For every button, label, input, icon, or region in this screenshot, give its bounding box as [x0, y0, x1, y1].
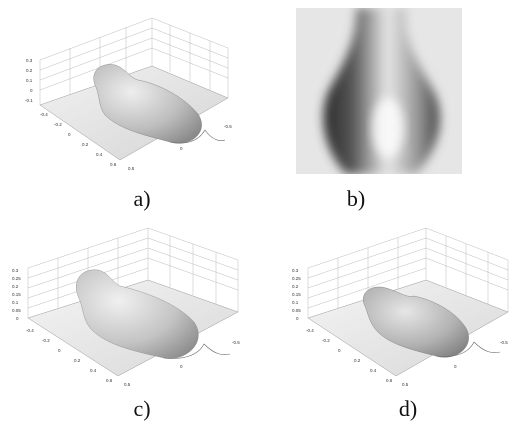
y-tick-d-6: 0.6 — [386, 378, 393, 383]
z-tick-d-4: 0.1 — [292, 300, 299, 305]
panel-a: 0.3 0.2 0.1 0 -0.1 -0.4 -0.2 0 0.2 0.4 0… — [20, 10, 240, 178]
y-tick-c-2: -0.2 — [42, 338, 50, 343]
z-tick-a-4: -0.1 — [25, 98, 33, 103]
y-tick-a-2: -0.2 — [54, 122, 62, 127]
y-tick-c-1: -0.4 — [26, 328, 34, 333]
y-tick-d-3: 0 — [338, 348, 341, 353]
y-tick-a-6: 0.6 — [110, 162, 117, 167]
z-tick-d-0: 0.3 — [292, 268, 299, 273]
z-tick-d-5: 0.05 — [292, 308, 301, 313]
z-tick-d-3: 0.15 — [292, 292, 301, 297]
z-tick-c-4: 0.1 — [12, 300, 19, 305]
panel-c: 0.3 0.25 0.2 0.15 0.1 0.05 0 -0.4 -0.2 0… — [8, 220, 248, 390]
axes-box-d — [307, 227, 509, 318]
surface-plot-d: 0.3 0.25 0.2 0.15 0.1 0.05 0 -0.4 -0.2 0… — [292, 227, 509, 387]
z-tick-c-5: 0.05 — [12, 308, 21, 313]
z-tick-c-3: 0.15 — [12, 292, 21, 297]
y-tick-a-5: 0.4 — [96, 152, 103, 157]
x-tick-a-2: -0.5 — [224, 124, 232, 129]
z-tick-c-2: 0.2 — [12, 284, 19, 289]
y-tick-a-3: 0 — [68, 132, 71, 137]
y-tick-d-5: 0.4 — [370, 368, 377, 373]
caption-b: b) — [346, 186, 366, 211]
z-tick-d-6: 0 — [296, 316, 299, 321]
y-tick-d-4: 0.2 — [354, 358, 361, 363]
y-tick-c-6: 0.6 — [106, 378, 113, 383]
y-tick-d-1: -0.4 — [306, 328, 314, 333]
axes-box-a — [39, 17, 229, 105]
y-tick-a-4: 0.2 — [82, 142, 89, 147]
x-tick-a-1: 0 — [180, 146, 183, 151]
x-tick-d-1: 0 — [454, 364, 457, 369]
z-tick-c-0: 0.3 — [12, 268, 19, 273]
x-tick-c-2: -0.5 — [232, 340, 240, 345]
y-tick-c-3: 0 — [58, 348, 61, 353]
z-tick-a-1: 0.2 — [26, 68, 33, 73]
x-tick-c-1: 0 — [180, 364, 183, 369]
grayscale-image-b — [296, 8, 462, 174]
z-tick-a-0: 0.3 — [26, 58, 33, 63]
x-tick-d-2: -0.5 — [500, 340, 508, 345]
caption-d: d) — [398, 396, 418, 421]
z-tick-c-1: 0.25 — [12, 276, 21, 281]
y-tick-d-2: -0.2 — [322, 338, 330, 343]
z-tick-d-1: 0.25 — [292, 276, 301, 281]
panel-d: 0.3 0.25 0.2 0.15 0.1 0.05 0 -0.4 -0.2 0… — [288, 220, 516, 390]
y-tick-a-1: -0.4 — [40, 112, 48, 117]
y-tick-c-5: 0.4 — [90, 368, 97, 373]
caption-c: c) — [133, 396, 151, 421]
z-tick-c-6: 0 — [16, 316, 19, 321]
x-tick-a-0: 0.5 — [128, 166, 135, 171]
z-tick-d-2: 0.2 — [292, 284, 299, 289]
axes-box-c — [27, 227, 239, 318]
panel-b — [296, 8, 462, 174]
caption-a: a) — [133, 186, 151, 211]
surface-plot-c: 0.3 0.25 0.2 0.15 0.1 0.05 0 -0.4 -0.2 0… — [12, 227, 240, 387]
y-tick-c-4: 0.2 — [74, 358, 81, 363]
z-tick-a-3: 0 — [30, 88, 33, 93]
z-tick-a-2: 0.1 — [26, 78, 33, 83]
x-tick-d-0: 0.5 — [402, 382, 409, 387]
x-tick-c-0: 0.5 — [124, 382, 131, 387]
surface-plot-a: 0.3 0.2 0.1 0 -0.1 -0.4 -0.2 0 0.2 0.4 0… — [25, 17, 232, 171]
